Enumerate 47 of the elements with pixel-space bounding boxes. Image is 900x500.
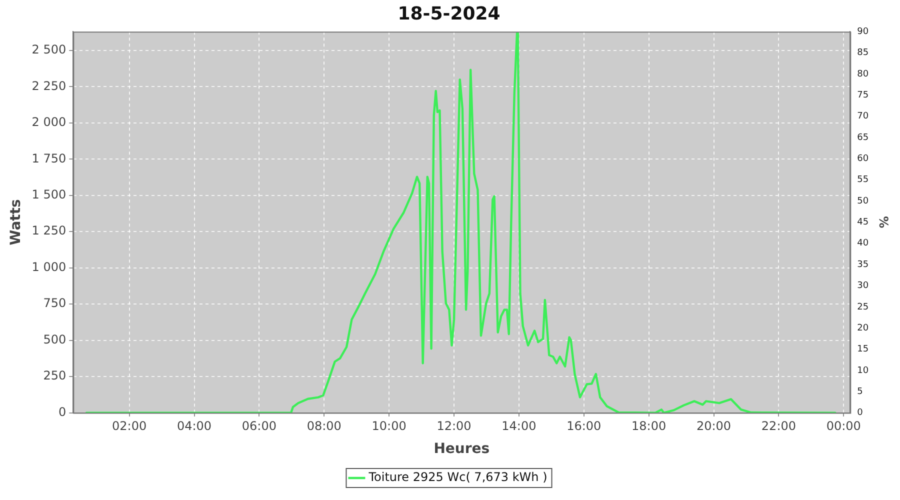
y2-tick-label: 0: [857, 408, 864, 418]
x-tick-label: 02:00: [112, 419, 147, 434]
y-tick-label: 2 500: [32, 42, 66, 57]
y2-tick-label: 30: [857, 281, 869, 292]
y-tick-label: 500: [43, 332, 66, 346]
y-tick-label: 750: [43, 296, 66, 310]
y-tick-label: 1 250: [32, 224, 66, 238]
legend-label: Toiture 2925 Wc( 7,673 kWh ): [368, 470, 548, 484]
y-axis-title: Watts: [8, 199, 24, 246]
y2-tick-label: 45: [857, 218, 869, 228]
x-tick-label: 08:00: [306, 419, 342, 434]
y2-tick-label: 50: [857, 196, 869, 206]
y2-tick-label: 5: [857, 386, 863, 397]
x-tick-label: 20:00: [696, 419, 732, 434]
y2-tick-label: 25: [857, 302, 869, 312]
y-tick-label: 250: [43, 368, 66, 383]
y-tick-label: 1 750: [32, 151, 66, 166]
y2-tick-label: 60: [857, 154, 869, 164]
y2-tick-label: 75: [857, 90, 869, 100]
y2-tick-label: 70: [857, 112, 869, 122]
y2-tick-label: 35: [857, 260, 869, 270]
y-tick-label: 1 000: [32, 260, 66, 274]
x-tick-label: 16:00: [566, 419, 602, 434]
y-tick-label: 2 000: [32, 115, 66, 130]
x-tick-label: 14:00: [502, 419, 536, 434]
x-tick-label: 00:00: [826, 419, 861, 434]
x-tick-label: 22:00: [761, 419, 796, 434]
y2-tick-label: 80: [857, 69, 869, 80]
y-tick-label: 0: [58, 404, 66, 419]
y2-tick-label: 10: [857, 366, 869, 376]
x-tick-label: 12:00: [436, 419, 472, 434]
chart-title: 18-5-2024: [398, 3, 500, 24]
y2-tick-label: 55: [857, 175, 869, 186]
y2-tick-label: 15: [857, 344, 869, 355]
x-tick-label: 04:00: [176, 419, 212, 434]
y-tick-label: 2 250: [32, 78, 66, 93]
x-tick-label: 10:00: [372, 419, 406, 434]
y2-axis-title: %: [876, 216, 891, 228]
y2-tick-label: 20: [857, 323, 869, 334]
y2-tick-label: 65: [857, 132, 869, 143]
x-axis-title: Heures: [434, 441, 490, 458]
x-tick-label: 06:00: [242, 419, 276, 434]
y2-tick-label: 40: [857, 238, 869, 249]
x-tick-label: 18:00: [632, 419, 666, 434]
y2-tick-label: 90: [857, 26, 869, 37]
y2-tick-label: 85: [857, 48, 869, 58]
y-tick-label: 1 500: [32, 188, 66, 202]
